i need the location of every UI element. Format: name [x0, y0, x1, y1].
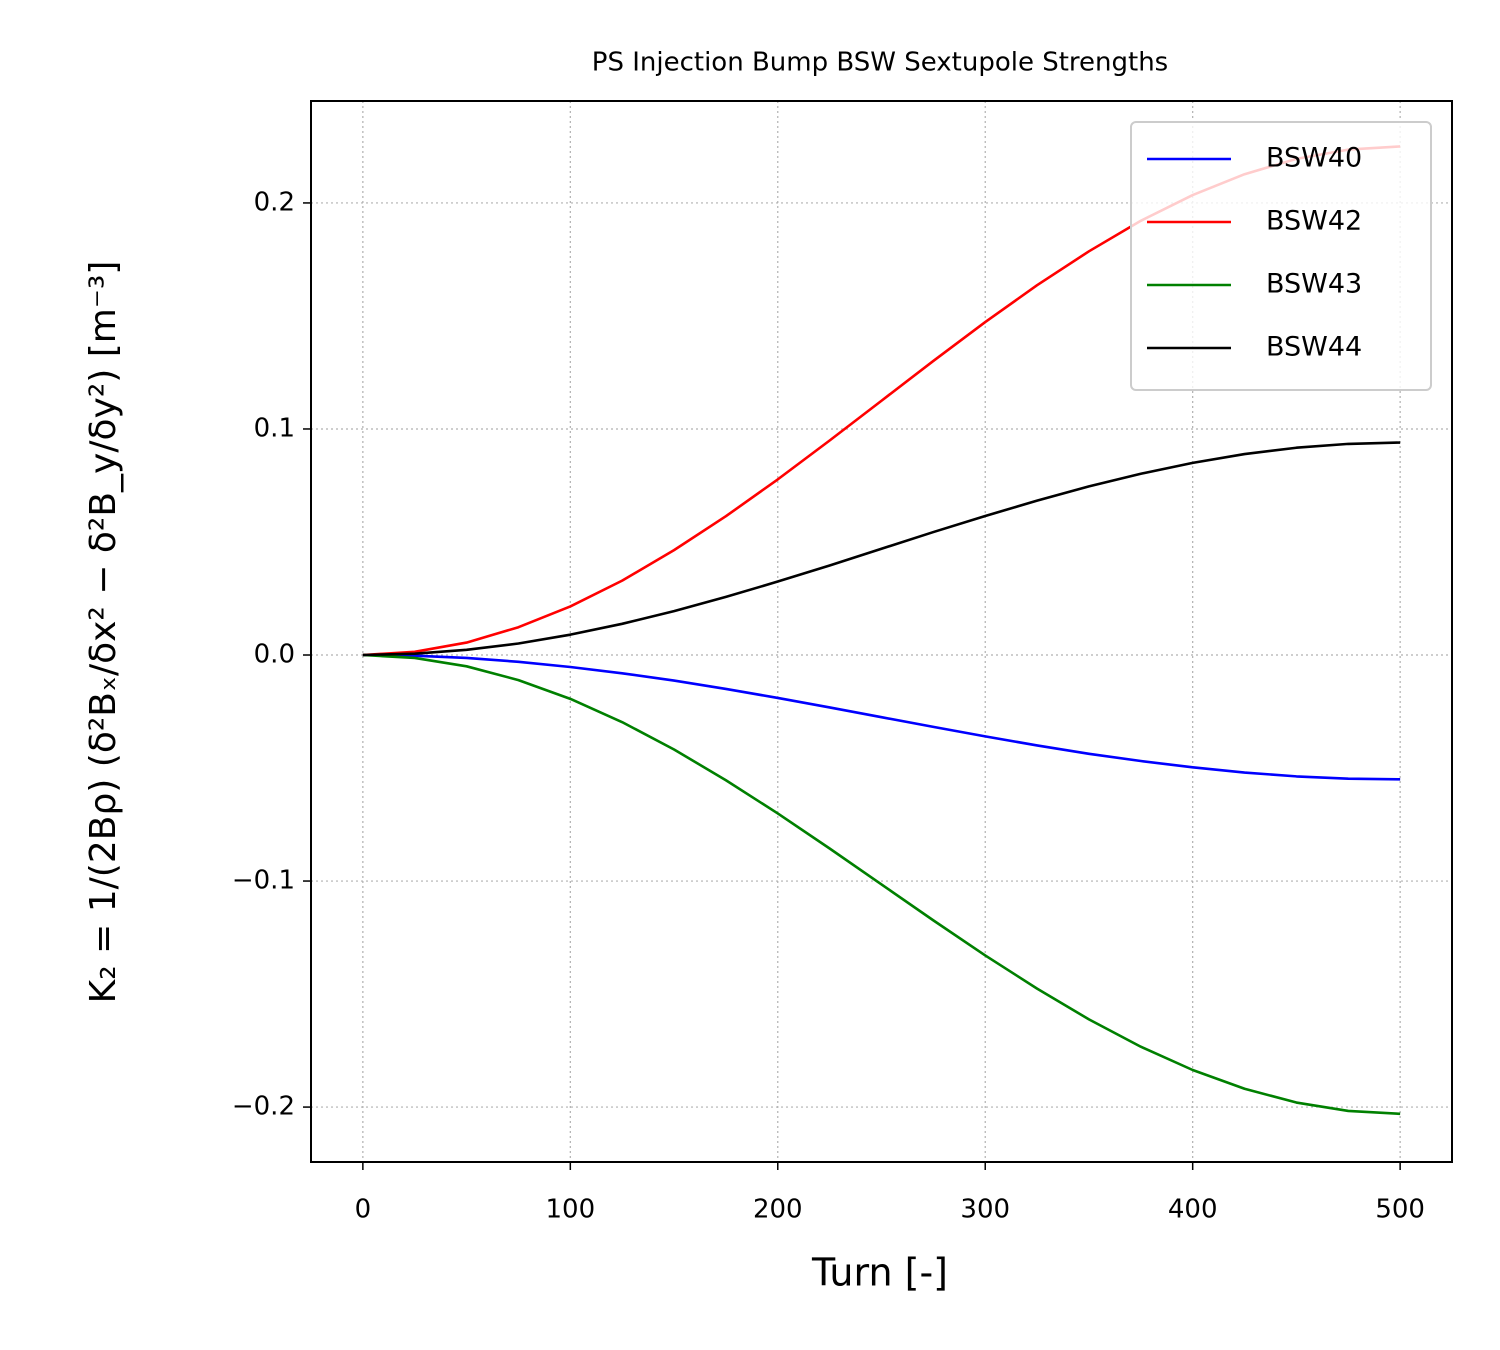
x-tick-label: 300	[960, 1195, 1010, 1225]
x-tick-label: 500	[1375, 1195, 1425, 1225]
y-tick-label: −0.1	[232, 866, 295, 896]
x-tick-label: 400	[1168, 1195, 1218, 1225]
x-axis-label: Turn [-]	[811, 1251, 948, 1295]
y-tick-label: 0.2	[254, 187, 295, 217]
plot-frame	[310, 100, 1453, 1163]
line-series	[362, 441, 1401, 657]
legend: BSW40 BSW42 BSW43 BSW44	[1130, 121, 1432, 391]
legend-label: BSW42	[1266, 206, 1362, 237]
y-tick-label: 0.0	[254, 640, 295, 670]
x-tick-label: 0	[355, 1195, 372, 1225]
legend-label: BSW44	[1266, 332, 1362, 363]
legend-label: BSW43	[1266, 269, 1362, 300]
line-series	[362, 653, 1401, 781]
legend-box	[1130, 121, 1432, 391]
legend-label: BSW40	[1266, 143, 1362, 174]
x-tick-label: 200	[753, 1195, 803, 1225]
y-axis-label: K₂ = 1/(2Bρ) (δ²Bₓ/δx² − δ²B_y/δy²) [m⁻³…	[83, 261, 124, 1004]
chart-title: PS Injection Bump BSW Sextupole Strength…	[592, 48, 1168, 78]
x-tick-label: 100	[545, 1195, 595, 1225]
line-series	[362, 653, 1401, 1116]
y-tick-label: 0.1	[254, 413, 295, 443]
y-tick-label: −0.2	[232, 1092, 295, 1122]
